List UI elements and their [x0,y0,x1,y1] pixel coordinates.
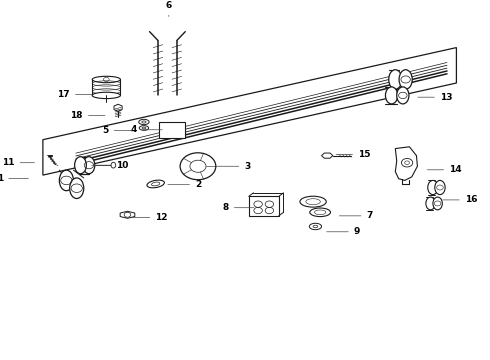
Ellipse shape [111,162,116,168]
Polygon shape [43,48,456,175]
Ellipse shape [433,197,442,210]
Ellipse shape [92,76,121,83]
Ellipse shape [92,92,121,99]
Text: 7: 7 [340,211,373,220]
Polygon shape [48,155,52,156]
Ellipse shape [139,119,149,125]
Polygon shape [321,153,333,158]
Ellipse shape [83,157,95,174]
Text: 5: 5 [102,126,132,135]
Text: 2: 2 [168,180,201,189]
Ellipse shape [139,126,148,130]
Text: 11: 11 [2,158,34,167]
Text: 9: 9 [327,227,360,236]
Text: 17: 17 [57,90,92,99]
Circle shape [180,153,216,180]
Text: 15: 15 [336,150,370,159]
Text: 13: 13 [418,93,452,102]
Text: 3: 3 [217,162,250,171]
Ellipse shape [300,196,326,207]
Text: 14: 14 [427,165,462,174]
Ellipse shape [74,157,86,174]
Polygon shape [114,104,122,111]
Ellipse shape [310,208,330,217]
Ellipse shape [435,180,445,195]
Text: 16: 16 [443,195,477,204]
Ellipse shape [309,223,321,230]
Text: 6: 6 [166,1,172,17]
Text: 1: 1 [0,174,28,183]
Ellipse shape [389,70,402,89]
Text: 4: 4 [131,125,162,134]
Polygon shape [395,147,417,180]
Ellipse shape [397,87,409,104]
Ellipse shape [147,180,164,188]
Ellipse shape [70,178,84,198]
Text: 8: 8 [222,203,254,212]
Ellipse shape [59,170,74,191]
Text: 10: 10 [92,161,128,170]
Ellipse shape [426,197,435,210]
Polygon shape [120,211,135,218]
Bar [249,196,279,216]
Ellipse shape [399,70,412,89]
Text: 18: 18 [71,111,105,120]
Text: 12: 12 [131,213,168,222]
Bar [159,122,185,138]
Ellipse shape [428,180,438,195]
Ellipse shape [386,87,398,104]
